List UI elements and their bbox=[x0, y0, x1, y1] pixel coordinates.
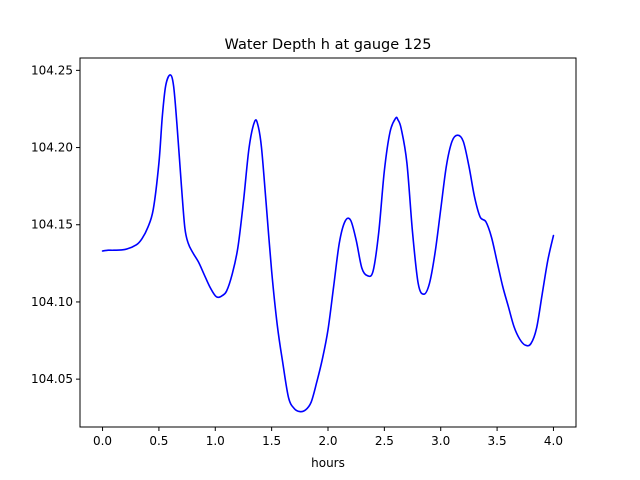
x-axis-label: hours bbox=[311, 456, 345, 470]
x-tick-label: 3.0 bbox=[431, 434, 450, 448]
y-tick-label: 104.25 bbox=[31, 63, 73, 77]
series-line bbox=[101, 74, 555, 413]
x-tick-label: 1.5 bbox=[262, 434, 281, 448]
y-axis: 104.05 104.10 104.15 104.20 104.25 bbox=[31, 63, 80, 386]
x-tick-label: 2.0 bbox=[318, 434, 337, 448]
chart-title: Water Depth h at gauge 125 bbox=[225, 37, 432, 53]
x-tick-label: 2.5 bbox=[375, 434, 394, 448]
y-tick-label: 104.05 bbox=[31, 372, 73, 386]
x-tick-label: 0.0 bbox=[93, 434, 112, 448]
y-tick-label: 104.20 bbox=[31, 141, 73, 155]
y-tick-label: 104.15 bbox=[31, 218, 73, 232]
y-tick-label: 104.10 bbox=[31, 295, 73, 309]
x-tick-label: 0.5 bbox=[149, 434, 168, 448]
x-tick-label: 3.5 bbox=[488, 434, 507, 448]
x-tick-label: 1.0 bbox=[206, 434, 225, 448]
x-tick-label: 4.0 bbox=[544, 434, 563, 448]
x-axis: 0.0 0.5 1.0 1.5 2.0 2.5 3.0 3.5 4.0 bbox=[93, 427, 563, 448]
